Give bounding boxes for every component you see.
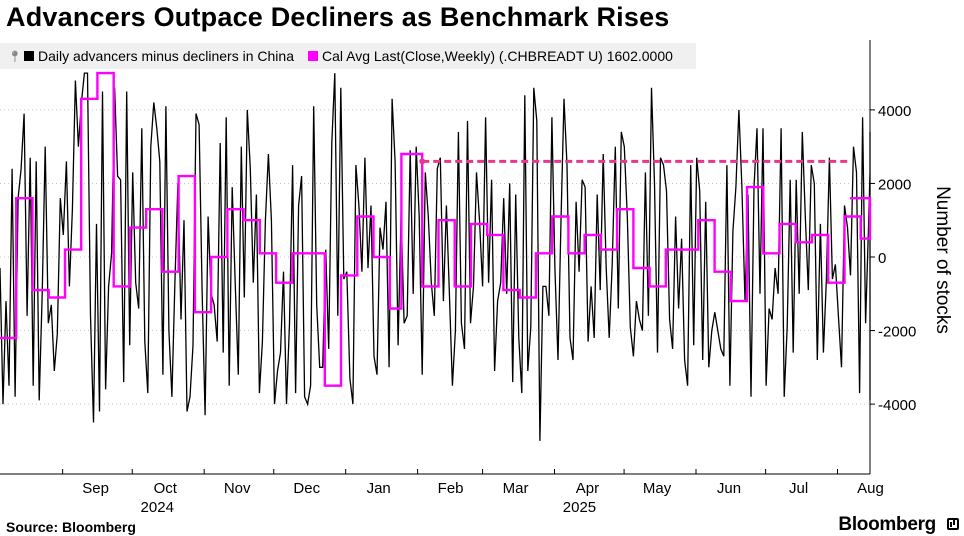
legend-item-weekly: Cal Avg Last(Close,Weekly) (.CHBREADT U)… — [307, 48, 673, 64]
y-tick-label: 4000 — [878, 103, 911, 120]
x-tick-label: Feb — [438, 480, 464, 497]
reference-line-marker — [419, 158, 426, 165]
bloomberg-terminal-icon — [947, 518, 959, 530]
y-tick-label: -2000 — [878, 324, 916, 341]
legend-swatch-weekly — [307, 51, 318, 61]
x-tick-label: Aug — [857, 480, 884, 497]
legend: 📍︎ Daily advancers minus decliners in Ch… — [0, 43, 696, 69]
y-tick-label: -4000 — [878, 397, 916, 414]
x-tick-label: May — [643, 480, 672, 497]
x-tick-label: Sep — [82, 480, 109, 497]
chart-title: Advancers Outpace Decliners as Benchmark… — [6, 2, 670, 32]
legend-label-weekly: Cal Avg Last(Close,Weekly) (.CHBREADT U)… — [321, 48, 673, 64]
x-tick-label: Jan — [367, 480, 391, 497]
pin-icon: 📍︎ — [8, 50, 22, 63]
source-note: Source: Bloomberg — [6, 519, 136, 535]
x-tick-label: Jun — [717, 480, 741, 497]
x-tick-label: Mar — [503, 480, 529, 497]
brand-logo: Bloomberg — [838, 514, 936, 535]
y-axis-title-wrap: Number of stocks — [922, 170, 962, 350]
y-tick-label: 0 — [878, 250, 886, 267]
series-line-daily — [0, 72, 871, 441]
legend-swatch-daily — [23, 51, 34, 61]
x-tick-label: Nov — [224, 480, 251, 497]
x-tick-label: Oct — [154, 480, 178, 497]
x-tick-label: Apr — [576, 480, 599, 497]
legend-item-daily: 📍︎ Daily advancers minus decliners in Ch… — [8, 48, 294, 64]
series-line-weekly — [0, 71, 872, 387]
x-tick-label: Jul — [789, 480, 808, 497]
y-axis-title: Number of stocks — [932, 186, 953, 334]
x-year-label: 2025 — [563, 499, 596, 516]
legend-label-daily: Daily advancers minus decliners in China — [37, 48, 294, 64]
y-tick-label: 2000 — [878, 176, 911, 193]
x-tick-label: Dec — [293, 480, 320, 497]
x-year-label: 2024 — [141, 499, 174, 516]
